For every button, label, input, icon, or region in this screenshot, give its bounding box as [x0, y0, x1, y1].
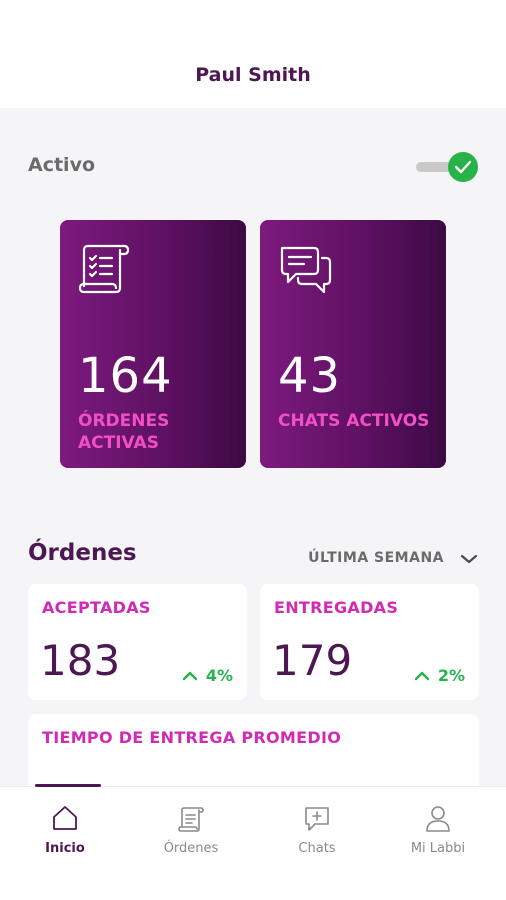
tab-inicio-label: Inicio: [45, 841, 85, 856]
active-orders-card[interactable]: 164 ÓRDENES ACTIVAS: [60, 220, 246, 468]
active-chats-value: 43: [278, 348, 342, 404]
check-icon: [448, 152, 478, 182]
trend-up-icon: [414, 671, 430, 680]
tab-chats[interactable]: Chats: [254, 787, 380, 867]
active-orders-value: 164: [78, 348, 173, 404]
active-chats-card[interactable]: 43 CHATS ACTIVOS: [260, 220, 446, 468]
status-row: Activo: [28, 152, 478, 182]
delivered-trend-value: 2%: [437, 666, 465, 685]
delivered-orders-card[interactable]: ENTREGADAS 179 2%: [260, 584, 479, 700]
user-icon: [425, 805, 451, 837]
active-chats-label: CHATS ACTIVOS: [278, 411, 430, 431]
toggle-track: [416, 162, 462, 172]
chat-add-icon: [303, 805, 331, 837]
active-toggle[interactable]: [416, 152, 478, 182]
home-content: Activo 164 ÓRDENES ACTIVAS: [0, 108, 506, 786]
active-orders-label: ÓRDENES ACTIVAS: [78, 411, 170, 453]
accepted-value: 183: [40, 636, 121, 685]
accepted-orders-card[interactable]: ACEPTADAS 183 4%: [28, 584, 247, 700]
active-tab-indicator: [35, 784, 101, 787]
orders-section-title: Órdenes: [28, 540, 137, 566]
tab-mi-labbi[interactable]: Mi Labbi: [375, 787, 501, 867]
bottom-tab-bar: Inicio Órdenes Chats Mi Labbi: [0, 784, 506, 900]
accepted-trend-value: 4%: [205, 666, 233, 685]
chevron-down-icon: [460, 549, 478, 568]
tab-inicio[interactable]: Inicio: [2, 784, 128, 867]
accepted-label: ACEPTADAS: [42, 598, 151, 617]
accepted-trend: 4%: [182, 666, 233, 685]
period-label: ÚLTIMA SEMANA: [308, 550, 444, 566]
delivered-label: ENTREGADAS: [274, 598, 399, 617]
avg-delivery-time-card[interactable]: TIEMPO DE ENTREGA PROMEDIO: [28, 714, 479, 786]
receipt-list-icon: [78, 242, 132, 300]
period-selector[interactable]: ÚLTIMA SEMANA: [308, 546, 478, 570]
home-icon: [52, 805, 78, 835]
delivered-trend: 2%: [414, 666, 465, 685]
avg-delivery-time-label: TIEMPO DE ENTREGA PROMEDIO: [42, 728, 342, 747]
tab-chats-label: Chats: [298, 841, 336, 856]
receipt-icon: [177, 805, 205, 837]
user-name: Paul Smith: [195, 64, 311, 86]
chat-bubbles-icon: [278, 242, 334, 300]
tab-mi-labbi-label: Mi Labbi: [410, 841, 466, 856]
trend-up-icon: [182, 671, 198, 680]
tab-ordenes[interactable]: Órdenes: [128, 787, 254, 867]
status-label: Activo: [28, 154, 96, 176]
tab-ordenes-label: Órdenes: [163, 841, 219, 856]
delivered-value: 179: [272, 636, 353, 685]
header: Paul Smith: [0, 0, 506, 108]
